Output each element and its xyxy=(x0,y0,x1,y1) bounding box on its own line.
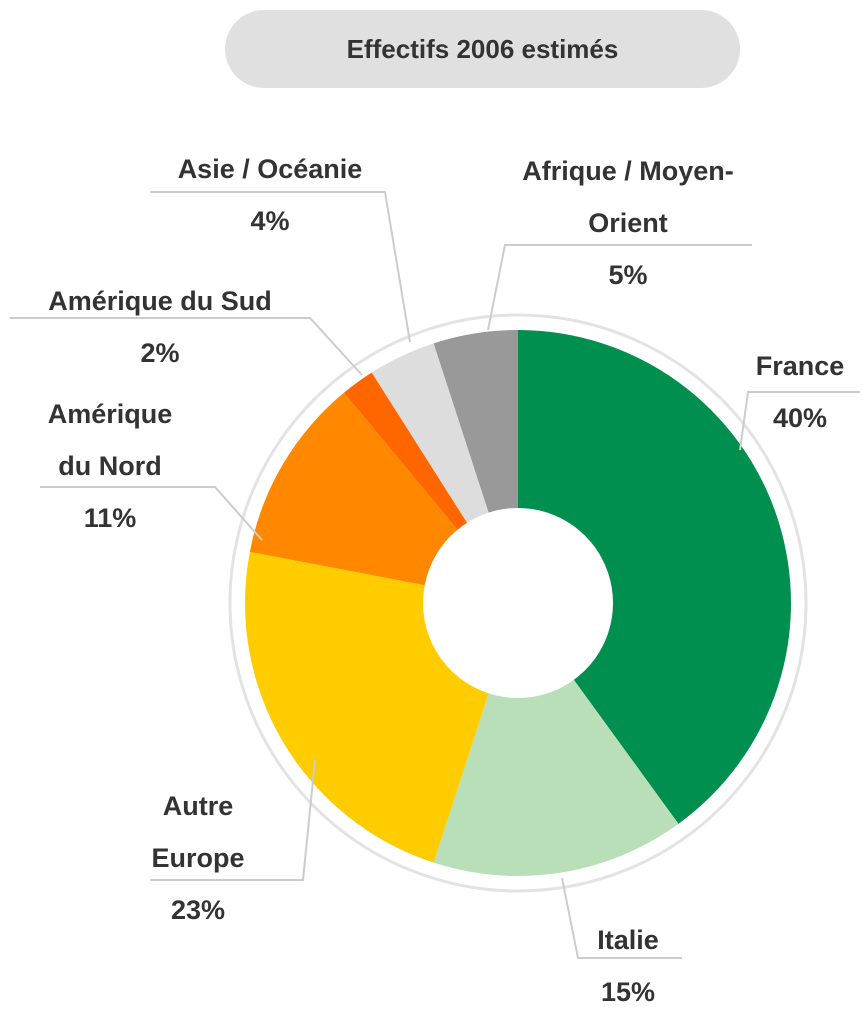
outer-ring xyxy=(228,313,808,893)
category-label: Asie / Océanie xyxy=(177,154,363,184)
leader-line xyxy=(40,486,263,541)
slice-label: Amérique du Nord 11% xyxy=(35,388,185,544)
slice-label: France 40% xyxy=(740,340,860,444)
slice xyxy=(433,679,679,876)
chart-title: Effectifs 2006 estimés xyxy=(225,10,740,88)
leader-line xyxy=(10,317,363,376)
slice xyxy=(518,330,791,824)
leader-line xyxy=(150,759,316,881)
leader-line xyxy=(150,191,411,343)
slice-label: Italie 15% xyxy=(558,914,698,1018)
category-label: Afrique / Moyen-Orient xyxy=(522,156,734,238)
value-label: 40% xyxy=(772,403,828,433)
slice-label: Amérique du Sud 2% xyxy=(5,275,315,379)
slice xyxy=(371,343,489,523)
slice xyxy=(249,392,458,586)
value-label: 4% xyxy=(250,206,290,236)
slice-label: Asie / Océanie 4% xyxy=(140,143,400,247)
leader-line xyxy=(487,244,752,331)
value-label: 15% xyxy=(600,977,656,1007)
slice xyxy=(244,551,489,863)
leader-line xyxy=(561,877,682,959)
leader-line xyxy=(739,391,860,451)
category-label: Autre Europe xyxy=(151,791,245,873)
category-label: Amérique du Nord xyxy=(47,399,173,481)
slice xyxy=(343,372,468,530)
value-label: 23% xyxy=(170,895,226,925)
slice-label: Autre Europe 23% xyxy=(128,780,268,936)
value-label: 2% xyxy=(140,338,180,368)
value-label: 5% xyxy=(608,260,648,290)
value-label: 11% xyxy=(83,503,137,533)
slice-label: Afrique / Moyen-Orient 5% xyxy=(503,145,753,301)
slice xyxy=(433,330,518,513)
category-label: Italie xyxy=(597,925,659,955)
category-label: France xyxy=(755,351,845,381)
category-label: Amérique du Sud xyxy=(48,286,272,316)
